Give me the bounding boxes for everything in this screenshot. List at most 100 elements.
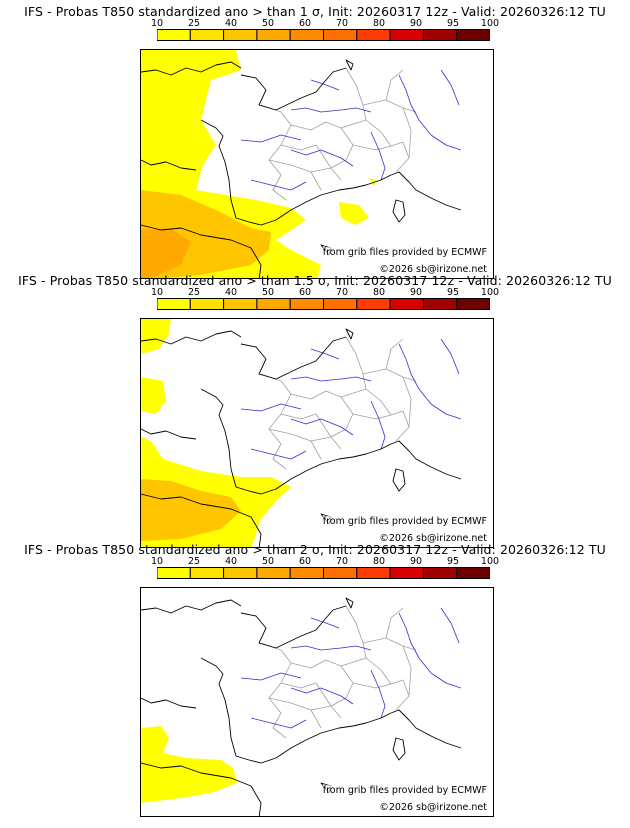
river [370,131,386,181]
source-credit: from grib files provided by ECMWF [322,516,487,527]
prob-area-low-b [141,377,166,414]
river [430,672,462,689]
admin-border [290,659,354,719]
prob-area-high [141,228,191,278]
admin-border [345,336,367,390]
admin-border [268,428,332,442]
river [440,607,460,644]
coastline [200,657,250,761]
colorbar-segment [422,298,458,310]
admin-border [268,159,332,173]
colorbar-segment [422,29,458,41]
colorbar-tick-label: 60 [298,287,312,298]
coastline [141,159,197,171]
colorbar-tick-label: 50 [261,287,275,298]
colorbar-tick-label: 50 [261,18,275,29]
colorbar-segment [157,298,191,310]
colorbar-tick-label: 90 [409,287,423,298]
colorbar-segment [323,298,358,310]
river [398,612,432,674]
admin-border [280,144,332,169]
coastline [141,599,242,614]
colorbar-tick-label: 40 [224,18,238,29]
admin-border [402,645,412,697]
admin-border [260,104,292,201]
colorbar-segment [356,298,391,310]
coastline [141,762,262,816]
coastline [248,712,392,764]
colorbar-labels: 10 25 40 50 60 70 80 90 95 100 [140,556,510,568]
river [290,645,372,651]
map-panel-3: IFS - Probas T850 standardized ano > tha… [0,542,630,818]
river [290,107,372,113]
colorbar-segment [323,29,358,41]
river [290,418,354,436]
colorbar-tick-label: 95 [446,556,460,567]
river [250,717,307,729]
admin-border [260,642,292,739]
river [250,179,307,191]
colorbar-tick-label: 95 [446,287,460,298]
colorbar-tick-label: 60 [298,18,312,29]
admin-border [290,390,354,450]
coastline [240,336,347,380]
source-credit: from grib files provided by ECMWF [322,247,487,258]
river [370,400,386,450]
coastline [240,67,347,111]
map-lines [141,328,462,547]
colorbar-segment [456,29,490,41]
colorbar-segment [256,29,291,41]
colorbar-tick-label: 70 [335,556,349,567]
colorbar-segment [422,567,458,579]
colorbar-tick-label: 100 [480,287,500,298]
prob-area-low-b [339,202,369,225]
colorbar [157,29,490,41]
admin-border [310,171,322,191]
river [398,74,432,136]
coastline [141,697,197,709]
admin-border [280,413,332,438]
colorbar-tick-label: 40 [224,287,238,298]
colorbar-segment [389,567,424,579]
coastline [141,493,262,547]
colorbar-segment [389,29,424,41]
river [310,348,340,360]
copyright-credit: ©2026 sb@irizone.net [379,264,487,275]
coastline [141,61,242,76]
admin-border [385,338,404,370]
coastline [345,328,354,340]
copyright-credit: ©2026 sb@irizone.net [379,533,487,544]
river [430,403,462,420]
prob-area-mid [141,479,241,541]
coastline [141,428,197,440]
coastline [390,171,462,211]
colorbar-tick-label: 70 [335,287,349,298]
colorbar-segment [256,567,291,579]
colorbar-tick-label: 80 [372,18,386,29]
admin-border [340,119,410,173]
colorbar-tick-label: 80 [372,287,386,298]
coastline [200,388,250,492]
map-lines [141,59,462,278]
map-svg [141,50,462,278]
admin-border [345,605,367,659]
coastline [392,199,406,223]
colorbar-segment [223,298,258,310]
admin-border [268,697,332,711]
admin-border [362,368,417,382]
colorbar-tick-label: 10 [150,287,164,298]
panel-title: IFS - Probas T850 standardized ano > tha… [18,273,612,288]
admin-border [352,144,392,151]
river [398,343,432,405]
river [440,69,460,106]
colorbar-tick-label: 25 [187,18,201,29]
prob-area-low-c [369,178,377,186]
colorbar-tick-label: 100 [480,556,500,567]
map-frame: from grib files provided by ECMWF ©2026 … [140,587,494,817]
river [370,669,386,719]
river [240,403,302,412]
colorbar-segment [356,29,391,41]
river [310,617,340,629]
admin-border [362,637,417,651]
map-frame: from grib files provided by ECMWF ©2026 … [140,318,494,548]
